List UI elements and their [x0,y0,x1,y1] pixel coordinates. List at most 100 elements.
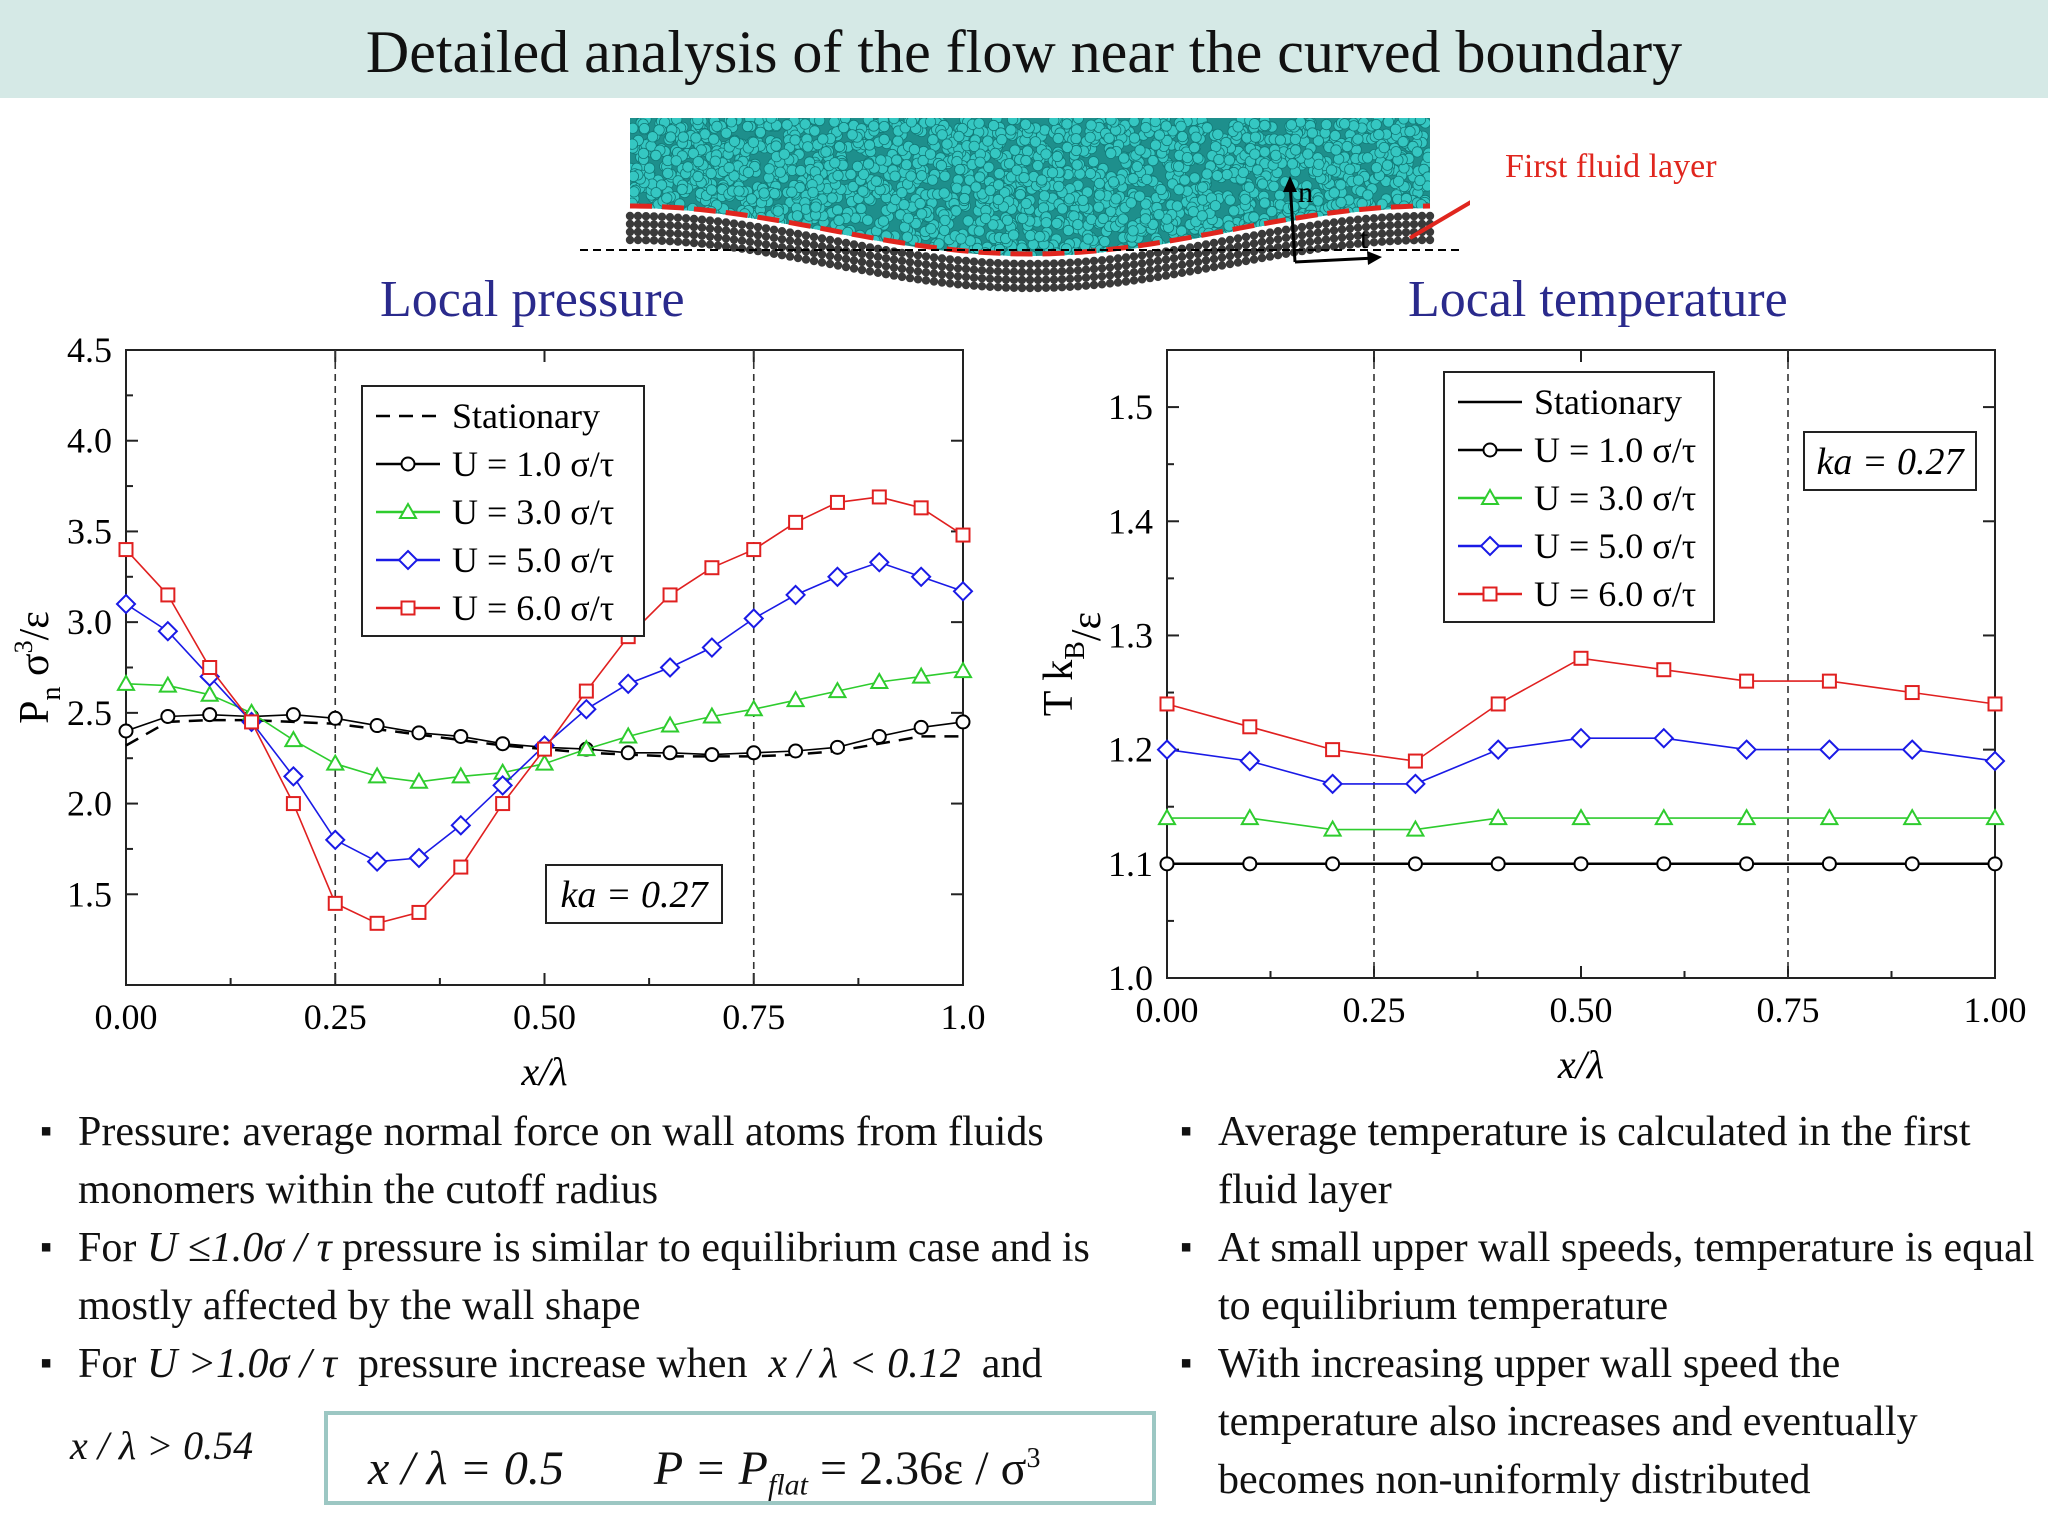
data-point [325,753,345,771]
first-fluid-layer-label: First fluid layer [1505,148,1717,185]
data-point [1736,808,1757,826]
legend-label: U = 3.0 σ/τ [1534,478,1696,518]
legend-label: U = 5.0 σ/τ [1534,526,1696,566]
data-point [827,566,848,588]
normal-arrowhead [1283,176,1297,192]
data-point [955,714,971,730]
data-point [283,730,304,748]
data-point [911,666,931,684]
data-point [659,657,681,678]
legend-marker [1480,487,1500,505]
data-point [1818,739,1840,761]
y-tick-label: 3.0 [67,602,112,642]
data-point [701,637,723,658]
data-point [953,661,973,679]
data-point [1242,719,1258,735]
page-title: Detailed analysis of the flow near the c… [365,19,1683,85]
legend-label: U = 1.0 σ/τ [1534,430,1696,470]
data-point [1488,808,1508,826]
data-point [702,706,722,724]
fluid-atoms [630,118,1430,256]
data-point [1239,750,1261,772]
data-point [617,673,639,695]
y-tick-label: 1.5 [1108,387,1153,427]
data-point [409,771,429,789]
data-point [913,500,929,516]
data-point [285,796,301,812]
wall-illustration: nt [580,118,1470,293]
data-point [746,542,762,558]
legend-label: U = 1.0 σ/τ [452,444,614,484]
data-point [244,714,260,730]
data-point [1159,696,1175,712]
data-point [324,829,346,851]
x-tick-label: 1.00 [1964,990,2027,1030]
y-tick-label: 1.4 [1108,501,1153,541]
tangent-arrowhead [1367,251,1382,265]
legend-label: Stationary [452,396,600,436]
first-fluid-layer-line [629,203,1431,257]
data-point [157,620,179,642]
x-tick-label: 0.25 [1343,990,1406,1030]
right-bullets: Average temperature is calculated in the… [1180,1103,2040,1509]
legend-marker [1482,586,1498,602]
data-point [662,745,678,761]
left-bullets: Pressure: average normal force on wall a… [40,1103,1140,1393]
data-point [1819,808,1840,826]
data-point [1157,808,1177,826]
data-point [1242,856,1258,872]
data-point [1654,808,1674,826]
data-point [1404,773,1426,795]
pressure-chart: 0.00 0.25 0.50 0.75 1.0 1.5 2.0 2.5 3.0 3.5 4.0 4.5… [9,330,986,1094]
data-point [871,728,887,744]
legend-marker [398,501,418,519]
data-point [537,741,552,757]
normal-vector-label: n [1298,176,1313,209]
legend-label: Stationary [1534,382,1682,422]
data-point [453,859,469,875]
data-point [1240,808,1260,826]
annotation-box [545,864,723,924]
ka-annotation: ka = 0.27 [560,874,709,916]
data-point [411,904,427,920]
data-point [408,847,430,869]
legend: Stationary U = 1.0 σ/τ U = 3.0 σ/τ U = 5.0 … [1443,371,1715,623]
legend-label: U = 3.0 σ/τ [452,492,614,532]
y-tick-label: 4.0 [67,421,112,461]
series-2 [116,661,973,789]
y-axis-label: Pn σ3/ε [9,611,67,724]
data-point [453,728,469,744]
normal-vector [1288,181,1297,263]
legend-marker [1479,535,1501,557]
data-point [411,725,427,741]
bullet-pressure-definition: Pressure: average normal force on wall a… [40,1103,1140,1219]
data-point [576,739,597,757]
data-point [785,584,807,606]
series-3 [1156,727,2006,795]
data-point [202,660,218,675]
x-tick-label: 0.75 [722,997,785,1037]
data-point [495,736,511,752]
data-point [662,587,678,603]
y-tick-label: 4.5 [67,330,112,370]
data-point [1573,650,1589,666]
data-point [495,796,511,812]
x-axis-label: x/λ [520,1049,567,1094]
data-point [202,707,218,723]
series-4 [1159,650,2003,769]
data-point [1821,673,1837,689]
local-temperature-title: Local temperature [1408,271,1788,328]
y-tick-label: 2.5 [67,693,112,733]
data-point [160,587,176,603]
data-point [618,726,638,744]
data-point [1405,819,1426,837]
data-point [868,551,890,573]
data-point [285,707,301,723]
data-point [1159,856,1175,872]
data-point [1573,856,1589,872]
data-point [829,494,845,510]
data-point [116,673,136,691]
data-point [158,675,178,693]
y-tick-label: 1.1 [1108,844,1153,884]
data-point [704,560,720,576]
